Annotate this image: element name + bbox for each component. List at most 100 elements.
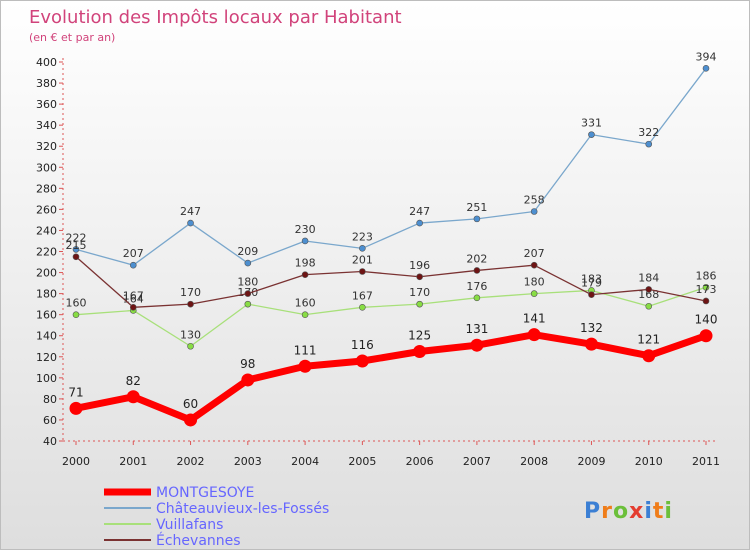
y-tick-label: 220	[36, 246, 57, 259]
data-point	[244, 290, 252, 297]
proxiti-logo: Proxiti	[584, 499, 673, 524]
y-tick-label: 240	[36, 224, 57, 237]
data-label: 251	[466, 201, 487, 214]
x-tick-label: 2000	[62, 455, 90, 468]
data-label: 207	[123, 247, 144, 260]
data-label: 186	[696, 269, 717, 282]
data-point	[416, 219, 423, 227]
legend-label: MONTGESOYE	[156, 485, 254, 501]
data-label: 82	[126, 374, 141, 388]
data-point	[244, 259, 252, 267]
data-label: 167	[352, 289, 373, 302]
logo-letter: o	[613, 499, 629, 524]
data-point	[588, 131, 595, 138]
data-label: 98	[240, 357, 255, 371]
y-tick-label: 340	[36, 119, 57, 132]
data-point	[301, 271, 309, 278]
y-tick-label: 140	[36, 330, 57, 343]
data-point	[244, 300, 252, 308]
data-label: 125	[408, 329, 431, 343]
data-label: 331	[581, 117, 602, 130]
data-label: 180	[524, 276, 545, 289]
data-label: 121	[637, 333, 660, 347]
data-point	[129, 261, 137, 269]
data-label: 322	[638, 126, 659, 139]
data-label: 71	[68, 385, 83, 399]
data-point	[530, 208, 538, 215]
data-point	[584, 337, 598, 351]
y-tick-label: 200	[36, 267, 57, 280]
data-point	[530, 261, 538, 269]
data-label: 230	[295, 223, 316, 236]
data-label: 176	[466, 280, 487, 293]
x-tick-label: 2007	[463, 455, 491, 468]
data-point	[473, 215, 481, 223]
logo-letter: P	[584, 499, 601, 524]
series--chevannes: 215 167 170 180 198 201 196 202 207 179 184 173	[66, 239, 717, 311]
data-label: 247	[180, 205, 201, 218]
y-tick-label: 260	[36, 203, 57, 216]
series-montgesoye: 71 82 60 98 111 116 125 131 141 132 121 140	[68, 312, 717, 427]
x-tick-label: 2009	[577, 455, 605, 468]
series-line	[75, 331, 708, 424]
x-tick-label: 2005	[348, 455, 376, 468]
x-tick-label: 2001	[119, 455, 147, 468]
x-tick-label: 2006	[406, 455, 434, 468]
data-point	[187, 342, 194, 350]
data-label: 160	[66, 297, 87, 310]
y-tick-label: 400	[36, 56, 57, 69]
data-point	[72, 246, 80, 253]
data-label: 60	[183, 397, 198, 411]
data-label: 202	[466, 252, 487, 265]
data-label: 173	[696, 283, 717, 296]
data-point	[470, 338, 484, 352]
chart-title: Evolution des Impôts locaux par Habitant	[29, 7, 402, 28]
data-point	[72, 311, 80, 318]
data-label: 247	[409, 205, 430, 218]
y-tick-label: 380	[36, 77, 57, 90]
data-point	[642, 349, 656, 363]
data-point	[588, 291, 595, 298]
legend-label: Vuillafans	[156, 517, 223, 533]
data-point	[527, 328, 541, 342]
data-point	[359, 245, 366, 252]
data-label: 207	[524, 247, 545, 260]
data-point	[187, 300, 194, 308]
data-point	[359, 268, 366, 275]
y-tick-label: 160	[36, 309, 57, 322]
data-label: 198	[295, 257, 316, 270]
data-point	[69, 401, 83, 415]
data-point	[473, 267, 481, 274]
data-point	[645, 140, 653, 148]
y-tick-label: 120	[36, 351, 57, 364]
data-point	[416, 273, 423, 281]
data-label: 116	[351, 338, 374, 352]
logo-letter: t	[653, 499, 665, 524]
y-tick-label: 300	[36, 161, 57, 174]
y-tick-label: 280	[36, 182, 57, 195]
data-point	[413, 345, 427, 359]
data-point	[129, 303, 137, 311]
y-tick-label: 180	[36, 288, 57, 301]
data-label: 130	[180, 328, 201, 341]
data-point	[702, 283, 710, 291]
legend: MONTGESOYEChâteauvieux-les-FossésVuillaf…	[104, 485, 329, 549]
axes: 40 60 80 100 120 140 160 180 200 220 240 260 280 300 3…	[36, 56, 720, 468]
x-tick-label: 2004	[291, 455, 319, 468]
series-group: 222 207 247 209 230 223 247 251 258 331 322 394 160 1…	[66, 50, 717, 427]
data-point	[416, 300, 423, 308]
data-point	[702, 65, 710, 72]
data-label: 131	[465, 322, 488, 336]
y-tick-label: 360	[36, 98, 57, 111]
y-tick-label: 60	[43, 414, 57, 427]
data-label: 111	[294, 343, 317, 357]
data-point	[187, 219, 194, 227]
data-label: 223	[352, 230, 373, 243]
data-label: 132	[580, 321, 603, 335]
data-label: 170	[409, 286, 430, 299]
series-line	[75, 256, 707, 308]
data-label: 180	[237, 276, 258, 289]
y-tick-label: 80	[43, 393, 57, 406]
logo-text: Proxiti	[584, 499, 673, 524]
